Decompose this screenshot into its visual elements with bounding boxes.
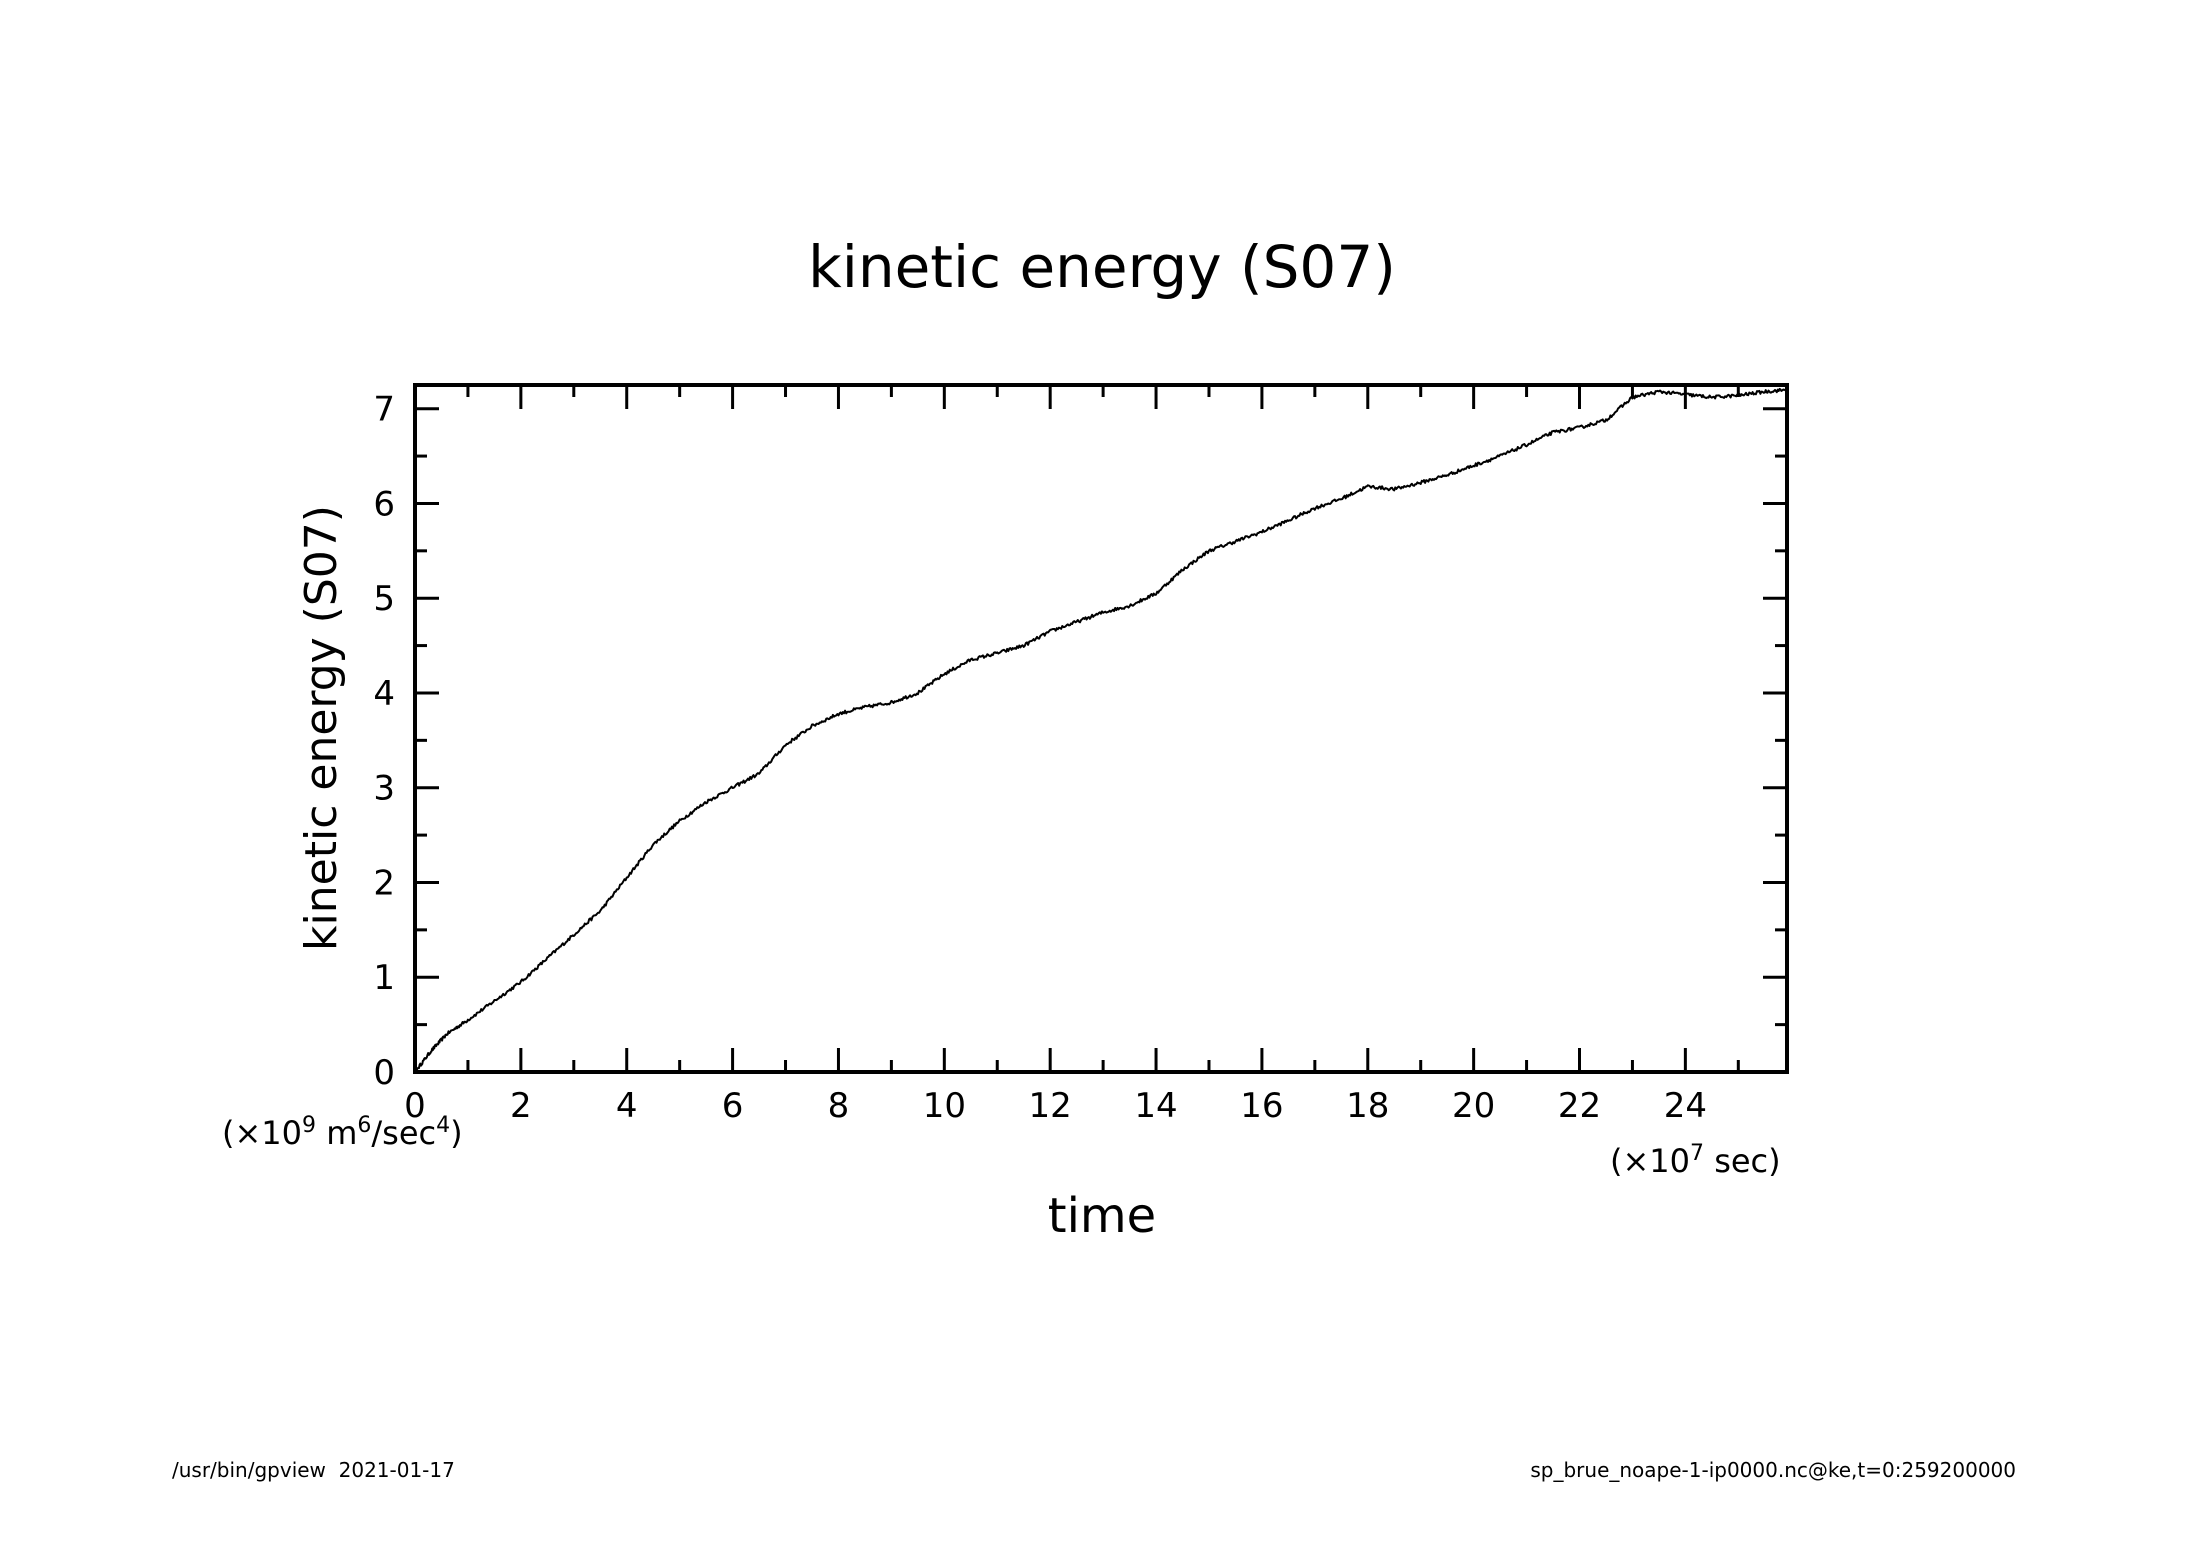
y-axis-unit: (×109 m6/sec4) [222,1113,463,1153]
y-tick-label: 3 [373,769,395,809]
plot-frame [413,383,1789,1074]
y-tick-label: 0 [373,1053,395,1093]
y-tick-label: 5 [373,579,395,619]
y-axis-label: kinetic energy (S07) [296,505,347,951]
y-tick-label: 4 [373,674,395,714]
y-tick-label: 1 [373,958,395,998]
x-tick-label: 14 [1134,1086,1177,1126]
x-tick-label: 0 [404,1086,426,1126]
footer-right: sp_brue_noape-1-ip0000.nc@ke,t=0:2592000… [1530,1458,2016,1482]
chart-title: kinetic energy (S07) [808,233,1396,301]
x-tick-label: 18 [1346,1086,1389,1126]
x-tick-label: 16 [1240,1086,1283,1126]
y-axis-label-group: kinetic energy (S07) [296,505,347,951]
y-tick-label: 7 [373,390,395,430]
x-tick-label: 2 [510,1086,532,1126]
y-tick-label: 6 [373,484,395,524]
axis-ticks [413,385,1787,1074]
x-axis-unit: (×107 sec) [1610,1141,1781,1181]
x-tick-label: 12 [1029,1086,1072,1126]
x-tick-label: 10 [923,1086,966,1126]
y-tick-label: 2 [373,863,395,903]
x-tick-label: 24 [1664,1086,1707,1126]
x-axis-label: time [1048,1188,1156,1244]
series-layer [414,387,1788,1073]
footer-left: /usr/bin/gpview 2021-01-17 [172,1458,455,1482]
x-tick-label: 22 [1558,1086,1601,1126]
x-tick-label: 4 [616,1086,638,1126]
x-tick-label: 6 [722,1086,744,1126]
x-tick-label: 20 [1452,1086,1495,1126]
x-tick-label: 8 [828,1086,850,1126]
series-line [414,387,1788,1073]
